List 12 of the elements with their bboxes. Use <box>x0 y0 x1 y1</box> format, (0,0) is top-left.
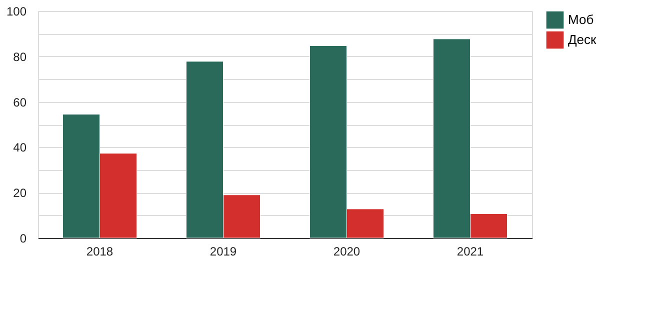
x-tick-label: 2020 <box>333 244 360 258</box>
x-tick-label: 2021 <box>456 244 484 258</box>
legend-label: Деск <box>568 32 597 47</box>
y-tick-label: 40 <box>13 140 27 155</box>
x-tick-label: 2019 <box>210 244 237 258</box>
y-tick-label: 80 <box>13 50 27 64</box>
y-tick-label: 60 <box>13 95 27 110</box>
y-tick-label: 0 <box>20 232 27 246</box>
y-tick-label: 20 <box>13 186 27 200</box>
y-tick-label: 100 <box>6 4 27 18</box>
legend-label: Моб <box>568 12 594 27</box>
x-tick-label: 2018 <box>86 244 114 258</box>
